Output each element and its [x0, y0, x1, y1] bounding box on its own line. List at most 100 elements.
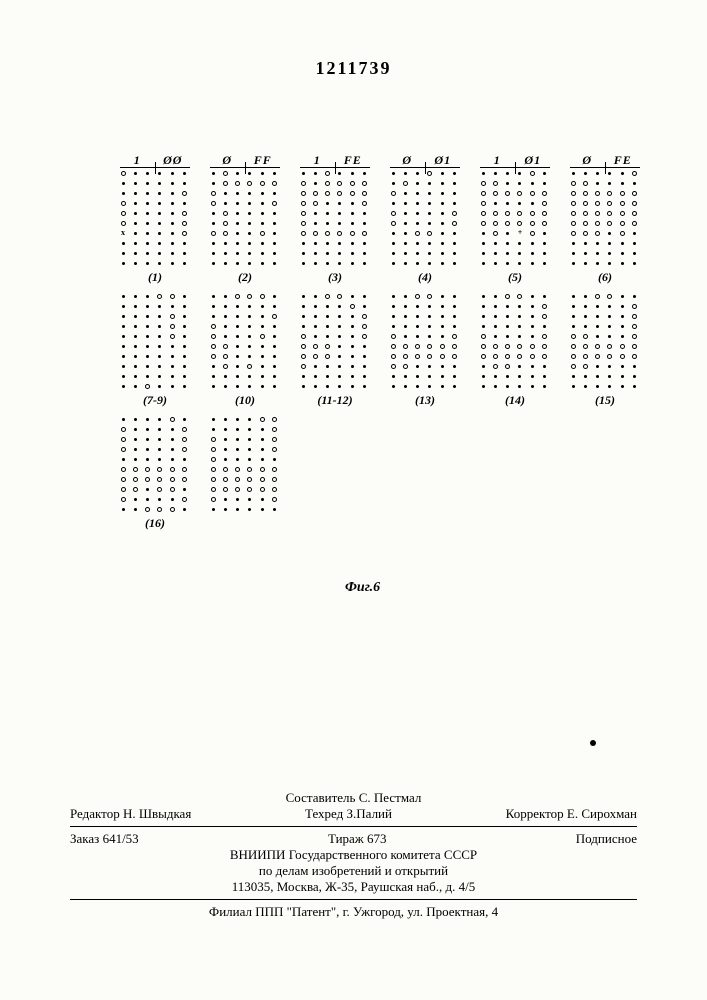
circle-mark [182, 231, 187, 236]
dot-mark [273, 335, 276, 338]
dot-mark [326, 262, 329, 265]
circle-mark [607, 221, 612, 226]
matrix-cell [272, 200, 278, 206]
matrix-cell [169, 486, 175, 492]
matrix-cell [492, 180, 498, 186]
matrix-cell [517, 220, 523, 226]
matrix-cell [132, 200, 138, 206]
matrix-cell [439, 180, 445, 186]
dot-mark [248, 242, 251, 245]
matrix-cell [582, 240, 588, 246]
matrix-cell [362, 363, 368, 369]
matrix-cell [439, 260, 445, 266]
dot-mark [146, 498, 149, 501]
circle-mark [403, 181, 408, 186]
matrix-cell [619, 353, 625, 359]
matrix-cell [517, 343, 523, 349]
dot-mark [158, 252, 161, 255]
matrix-cell [235, 190, 241, 196]
matrix-cell [222, 496, 228, 502]
dot-mark [146, 315, 149, 318]
matrix-cell [415, 373, 421, 379]
matrix-cell [132, 416, 138, 422]
dot-mark [518, 365, 521, 368]
circle-mark [223, 181, 228, 186]
matrix-cell [349, 190, 355, 196]
matrix-cell [427, 333, 433, 339]
matrix-cell [439, 240, 445, 246]
dot-mark [146, 262, 149, 265]
matrix-cell [337, 353, 343, 359]
order-row: Заказ 641/53 Тираж 673 Подписное [70, 831, 637, 847]
dot-mark [494, 242, 497, 245]
matrix-cell [607, 323, 613, 329]
dot-mark [482, 242, 485, 245]
matrix-cell [235, 240, 241, 246]
circle-mark [247, 487, 252, 492]
dot-mark [351, 375, 354, 378]
circle-mark [632, 211, 637, 216]
matrix-cell [259, 303, 265, 309]
circle-mark [632, 191, 637, 196]
matrix-cell [415, 200, 421, 206]
dot-mark [314, 212, 317, 215]
dot-mark [248, 172, 251, 175]
circle-mark [223, 231, 228, 236]
matrix-cell [145, 363, 151, 369]
matrix-cell [222, 476, 228, 482]
circle-mark [571, 231, 576, 236]
matrix-cell [619, 240, 625, 246]
matrix-cell [337, 293, 343, 299]
dot-mark [261, 428, 264, 431]
circle-mark [517, 344, 522, 349]
matrix-cell [259, 250, 265, 256]
dot-mark [236, 438, 239, 441]
dot-mark [183, 262, 186, 265]
dot-mark [236, 232, 239, 235]
matrix-cell [492, 240, 498, 246]
editor: Редактор Н. Швыдкая [70, 806, 191, 822]
dot-mark [302, 315, 305, 318]
matrix-cell [632, 240, 638, 246]
matrix-cell [120, 466, 126, 472]
circle-mark [272, 314, 277, 319]
dot-mark [171, 438, 174, 441]
matrix-cell [272, 170, 278, 176]
matrix-cell [145, 333, 151, 339]
matrix-cell [169, 436, 175, 442]
circle-mark [301, 344, 306, 349]
dot-mark [171, 242, 174, 245]
dot-mark [608, 252, 611, 255]
matrix-cell [349, 260, 355, 266]
circle-mark [133, 487, 138, 492]
matrix-cell [247, 313, 253, 319]
matrix-cell [300, 240, 306, 246]
circle-mark [362, 324, 367, 329]
matrix-cell [210, 466, 216, 472]
matrix-cell [182, 383, 188, 389]
order-value: 641/53 [103, 831, 139, 846]
matrix-cell [427, 260, 433, 266]
matrix-cell [210, 343, 216, 349]
circle-mark [481, 191, 486, 196]
matrix-cell [300, 180, 306, 186]
dot-mark [158, 305, 161, 308]
circle-mark [607, 191, 612, 196]
matrix-cell [169, 446, 175, 452]
circle-mark [452, 221, 457, 226]
circle-mark [595, 211, 600, 216]
dot-mark [134, 375, 137, 378]
circle-mark [272, 467, 277, 472]
dot-mark [621, 335, 624, 338]
circle-mark [362, 191, 367, 196]
matrix-cell [492, 293, 498, 299]
dot-mark [572, 172, 575, 175]
matrix-cell [132, 293, 138, 299]
matrix-cell [145, 190, 151, 196]
matrix-cell [145, 313, 151, 319]
dot-mark [428, 325, 431, 328]
matrix-cell [325, 373, 331, 379]
grid-row-3: (16) [120, 416, 640, 531]
circle-mark [583, 354, 588, 359]
matrix-cell [427, 353, 433, 359]
